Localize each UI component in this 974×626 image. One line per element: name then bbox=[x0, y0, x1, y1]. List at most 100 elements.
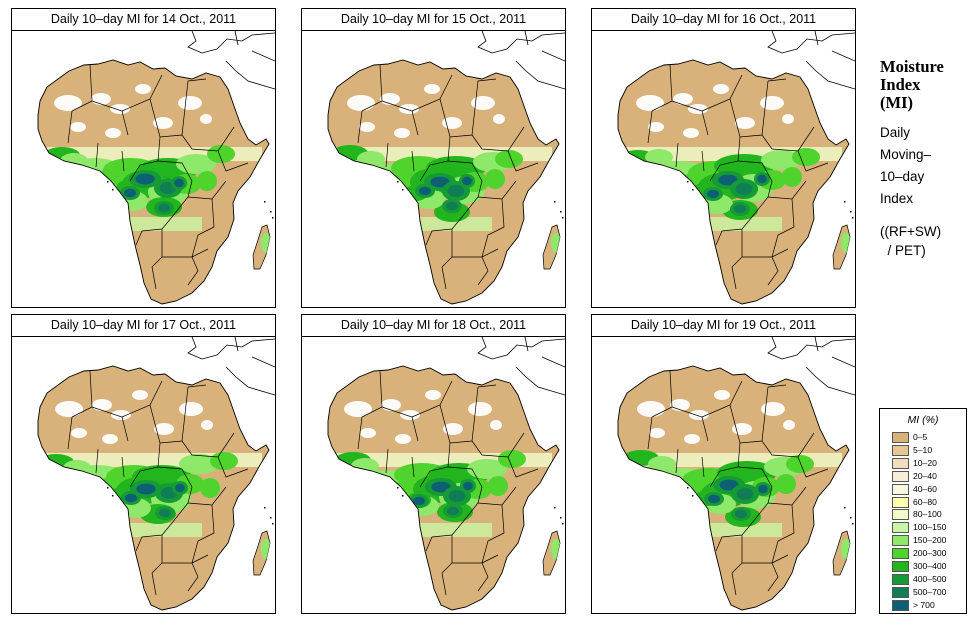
dry-patch bbox=[670, 399, 690, 411]
island-dot bbox=[687, 487, 689, 489]
wet-patch bbox=[792, 148, 820, 166]
island-dot bbox=[560, 517, 562, 519]
legend-label: 400–500 bbox=[913, 573, 947, 584]
island-dot bbox=[852, 217, 854, 219]
title-line: Moisture bbox=[880, 57, 944, 76]
dry-patch bbox=[673, 93, 693, 105]
country-borders bbox=[67, 64, 249, 290]
dry-patch bbox=[760, 96, 784, 110]
very-wet-core bbox=[734, 204, 746, 214]
dry-patch bbox=[425, 390, 441, 400]
dry-patch bbox=[102, 434, 118, 444]
africa-coastline bbox=[617, 365, 850, 611]
legend-item: 500–700 bbox=[892, 586, 964, 599]
legend-swatch bbox=[892, 444, 909, 456]
dry-patch bbox=[380, 93, 400, 105]
index-title: Moisture Index (MI) bbox=[880, 58, 974, 112]
island-dot bbox=[264, 201, 266, 203]
dry-patch bbox=[54, 95, 82, 111]
africa-map-svg bbox=[37, 31, 275, 305]
dry-patch bbox=[689, 410, 709, 420]
wet-patch bbox=[176, 154, 216, 174]
island-dot bbox=[264, 507, 266, 509]
legend-swatch bbox=[892, 561, 909, 572]
wet-patch bbox=[551, 539, 560, 559]
wet-patch bbox=[261, 233, 270, 253]
very-wet-core bbox=[419, 186, 431, 196]
legend-item: 0–5 bbox=[892, 431, 964, 444]
wet-patch bbox=[648, 456, 676, 472]
dry-patch bbox=[105, 128, 121, 138]
map-panel-4: Daily 10–day MI for 17 Oct., 2011 bbox=[11, 314, 276, 614]
legend-label: 500–700 bbox=[913, 586, 947, 597]
wet-patch bbox=[197, 171, 217, 191]
dry-patch bbox=[649, 428, 665, 438]
legend-item: 150–200 bbox=[892, 534, 964, 547]
legend-label: 60–80 bbox=[913, 496, 937, 507]
dry-patch bbox=[683, 128, 699, 138]
legend-swatch bbox=[892, 432, 909, 443]
africa-map-svg bbox=[327, 337, 565, 611]
map-panel-6: Daily 10–day MI for 19 Oct., 2011 bbox=[591, 314, 856, 614]
dry-patch bbox=[132, 390, 148, 400]
wet-patch bbox=[207, 145, 235, 163]
island-dot bbox=[107, 487, 109, 489]
moisture-overlay bbox=[38, 390, 262, 537]
coastline-europe bbox=[187, 31, 275, 90]
legend-label: 80–100 bbox=[913, 509, 942, 520]
wet-patch bbox=[485, 169, 505, 189]
dry-patch bbox=[92, 399, 112, 411]
dry-patch bbox=[55, 401, 83, 417]
wet-patch bbox=[488, 476, 508, 496]
desc-line: Daily bbox=[880, 125, 911, 140]
dry-patch bbox=[493, 114, 505, 124]
wet-patch bbox=[761, 150, 801, 170]
legend-item: > 700 bbox=[892, 599, 964, 612]
island-dot bbox=[562, 217, 564, 219]
wet-patch bbox=[841, 539, 850, 559]
island-dot bbox=[560, 211, 562, 213]
africa-map-svg bbox=[617, 337, 855, 611]
transition-band bbox=[407, 217, 492, 231]
dry-patch bbox=[201, 420, 213, 430]
formula-line: / PET) bbox=[880, 243, 926, 258]
island-dot bbox=[270, 517, 272, 519]
very-wet-core bbox=[708, 494, 720, 504]
legend-item: 200–300 bbox=[892, 547, 964, 560]
island-dot bbox=[844, 201, 846, 203]
sidebar-description: Moisture Index (MI) Daily Moving– 10–day… bbox=[880, 58, 974, 260]
legend-item: 80–100 bbox=[892, 508, 964, 521]
dry-patch bbox=[684, 434, 700, 444]
very-wet-core bbox=[735, 509, 747, 519]
island-dot bbox=[402, 189, 404, 191]
very-wet-core bbox=[135, 173, 155, 185]
africa-coastline bbox=[617, 59, 850, 305]
dry-patch bbox=[471, 96, 495, 110]
africa-map-svg bbox=[37, 337, 275, 611]
coastline-europe bbox=[477, 337, 565, 396]
very-wet-core bbox=[413, 496, 425, 506]
legend-label: 20–40 bbox=[913, 470, 937, 481]
legend-item: 60–80 bbox=[892, 496, 964, 509]
dry-patch bbox=[360, 428, 376, 438]
very-wet-core bbox=[718, 174, 738, 186]
very-wet-core bbox=[430, 176, 450, 188]
map-panel-5: Daily 10–day MI for 18 Oct., 2011 bbox=[301, 314, 566, 614]
legend-swatch bbox=[892, 470, 909, 482]
very-wet-core bbox=[136, 483, 156, 495]
africa-coastline bbox=[327, 59, 560, 305]
legend-label: > 700 bbox=[913, 599, 935, 610]
very-wet-core bbox=[757, 174, 767, 184]
very-wet-core bbox=[707, 189, 719, 199]
legend-swatch bbox=[892, 457, 909, 469]
legend-item: 100–150 bbox=[892, 521, 964, 534]
wet-patch bbox=[179, 454, 219, 474]
island-dot bbox=[562, 523, 564, 525]
legend-item: 5–10 bbox=[892, 444, 964, 457]
moisture-overlay bbox=[618, 84, 842, 231]
legend-label: 0–5 bbox=[913, 432, 928, 442]
map-panel-2: Daily 10–day MI for 15 Oct., 2011 bbox=[301, 8, 566, 308]
island-dot bbox=[844, 507, 846, 509]
very-wet-core bbox=[431, 481, 451, 493]
title-line: (MI) bbox=[880, 93, 913, 112]
